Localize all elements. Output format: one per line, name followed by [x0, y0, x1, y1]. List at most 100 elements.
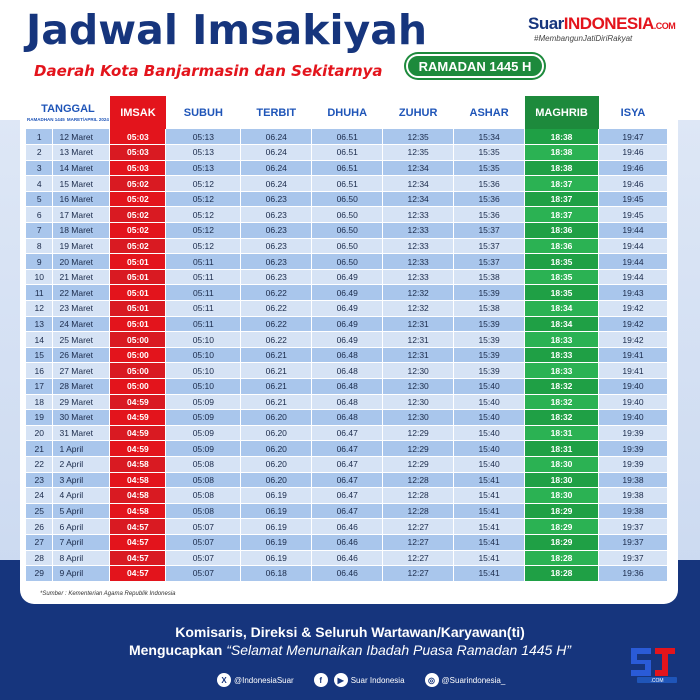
table-row: 4 15 Maret 05:02 05:12 06.24 06.51 12:34 15:36 1… — [26, 175, 668, 192]
brand-indonesia: INDONESIA — [563, 14, 654, 33]
cell-r: 11 — [26, 284, 54, 302]
cell-dhuha: 06.50 — [311, 206, 384, 224]
cell-d: 6 April — [52, 518, 111, 535]
maret-april-label: MARET/APRIL 2024 — [66, 117, 109, 122]
cell-isya: 19:38 — [598, 503, 668, 520]
cell-imsak: 04:59 — [109, 394, 167, 411]
header-subuh: SUBUH — [165, 96, 241, 129]
cell-maghrib: 18:38 — [524, 144, 600, 161]
cell-dhuha: 06.50 — [311, 238, 384, 255]
cell-dhuha: 06.51 — [311, 144, 384, 161]
cell-terbit: 06.23 — [240, 269, 313, 286]
cell-isya: 19:46 — [598, 144, 668, 161]
cell-dhuha: 06.48 — [311, 362, 384, 379]
cell-subuh: 05:10 — [165, 331, 242, 348]
cell-terbit: 06.19 — [240, 518, 313, 535]
social-item[interactable]: X @IndonesiaSuar — [217, 673, 294, 687]
table-row: 7 18 Maret 05:02 05:12 06.23 06.50 12:33 15:37 1… — [26, 222, 668, 239]
cell-r: 13 — [26, 316, 54, 333]
social-item[interactable]: ▶ Suar Indonesia — [333, 673, 405, 687]
cell-r: 26 — [26, 518, 54, 535]
cell-isya: 19:46 — [598, 160, 668, 177]
table-row: 18 29 Maret 04:59 05:09 06.21 06.48 12:30 15:40… — [26, 394, 668, 411]
cell-maghrib: 18:34 — [524, 316, 600, 333]
social-item[interactable]: ◎ @Suarindonesia_ — [424, 673, 505, 687]
cell-imsak: 04:57 — [109, 518, 167, 535]
cell-zuhur: 12:33 — [382, 253, 455, 270]
cell-ashar: 15:36 — [453, 191, 526, 208]
cell-isya: 19:44 — [598, 253, 668, 270]
cell-imsak: 04:59 — [109, 440, 167, 457]
greeting-quote: “Selamat Menunaikan Ibadah Puasa Ramadan… — [226, 642, 572, 658]
cell-terbit: 06.23 — [240, 222, 313, 239]
table-row: 17 28 Maret 05:00 05:10 06.21 06.48 12:30 15:40… — [26, 378, 668, 395]
cell-maghrib: 18:29 — [524, 518, 600, 535]
cell-d: 19 Maret — [52, 238, 111, 255]
cell-zuhur: 12:27 — [382, 534, 455, 551]
cell-isya: 19:41 — [598, 347, 668, 364]
cell-ashar: 15:41 — [453, 503, 526, 520]
cell-imsak: 05:01 — [109, 300, 167, 317]
greeting-line-2: Mengucapkan “Selamat Menunaikan Ibadah P… — [0, 642, 700, 658]
cell-dhuha: 06.46 — [311, 565, 384, 582]
cell-isya: 19:38 — [598, 487, 668, 504]
cell-dhuha: 06.47 — [311, 440, 384, 457]
cell-terbit: 06.21 — [240, 347, 313, 364]
cell-ashar: 15:35 — [453, 144, 526, 161]
cell-maghrib: 18:29 — [524, 534, 600, 551]
cell-terbit: 06.22 — [240, 300, 313, 317]
cell-dhuha: 06.50 — [311, 191, 384, 208]
cell-d: 7 April — [52, 534, 111, 551]
cell-ashar: 15:36 — [453, 175, 526, 192]
cell-subuh: 05:11 — [165, 253, 242, 270]
cell-r: 2 — [26, 144, 54, 161]
cell-isya: 19:45 — [598, 191, 668, 208]
cell-zuhur: 12:27 — [382, 518, 455, 535]
cell-r: 16 — [26, 362, 54, 379]
cell-subuh: 05:11 — [165, 284, 242, 302]
cell-subuh: 05:09 — [165, 440, 242, 457]
cell-zuhur: 12:34 — [382, 175, 455, 192]
cell-ashar: 15:39 — [453, 331, 526, 348]
cell-subuh: 05:12 — [165, 191, 242, 208]
cell-terbit: 06.19 — [240, 487, 313, 504]
cell-d: 13 Maret — [52, 144, 111, 161]
cell-dhuha: 06.51 — [311, 175, 384, 192]
social-links: X @IndonesiaSuar f ▶ Suar Indonesia ◎ @Suarind… — [217, 672, 519, 688]
table-row: 22 2 April 04:58 05:08 06.20 06.47 12:29 15:40 1… — [26, 456, 668, 473]
cell-subuh: 05:11 — [165, 300, 242, 317]
cell-dhuha: 06.47 — [311, 487, 384, 504]
cell-isya: 19:42 — [598, 331, 668, 348]
cell-r: 22 — [26, 456, 54, 473]
cell-zuhur: 12:30 — [382, 409, 455, 426]
cell-d: 29 Maret — [52, 394, 111, 411]
cell-isya: 19:44 — [598, 269, 668, 286]
table-row: 5 16 Maret 05:02 05:12 06.23 06.50 12:34 15:36 1… — [26, 191, 668, 208]
cell-ashar: 15:41 — [453, 550, 526, 567]
table-row: 24 4 April 04:58 05:08 06.19 06.47 12:28 15:41 1… — [26, 487, 668, 504]
cell-terbit: 06.23 — [240, 191, 313, 208]
table-row: 6 17 Maret 05:02 05:12 06.23 06.50 12:33 15:36 1… — [26, 206, 668, 224]
cell-zuhur: 12:28 — [382, 472, 455, 489]
cell-subuh: 05:12 — [165, 222, 242, 239]
cell-dhuha: 06.50 — [311, 222, 384, 239]
social-item[interactable]: f — [313, 673, 328, 687]
header-terbit: TERBIT — [240, 96, 312, 129]
cell-r: 29 — [26, 565, 54, 582]
cell-imsak: 05:00 — [109, 378, 167, 395]
cell-subuh: 05:07 — [165, 550, 242, 567]
cell-maghrib: 18:38 — [524, 129, 600, 146]
cell-imsak: 04:58 — [109, 503, 167, 520]
cell-subuh: 05:08 — [165, 472, 242, 489]
cell-zuhur: 12:31 — [382, 331, 455, 348]
header-isya: ISYA — [598, 96, 668, 129]
cell-zuhur: 12:28 — [382, 487, 455, 504]
cell-terbit: 06.20 — [240, 472, 313, 489]
cell-maghrib: 18:30 — [524, 456, 600, 473]
table-row: 8 19 Maret 05:02 05:12 06.23 06.50 12:33 15:37 1… — [26, 238, 668, 255]
cell-isya: 19:42 — [598, 316, 668, 333]
cell-zuhur: 12:34 — [382, 191, 455, 208]
cell-terbit: 06.22 — [240, 284, 313, 302]
cell-isya: 19:37 — [598, 518, 668, 535]
cell-r: 14 — [26, 331, 54, 348]
